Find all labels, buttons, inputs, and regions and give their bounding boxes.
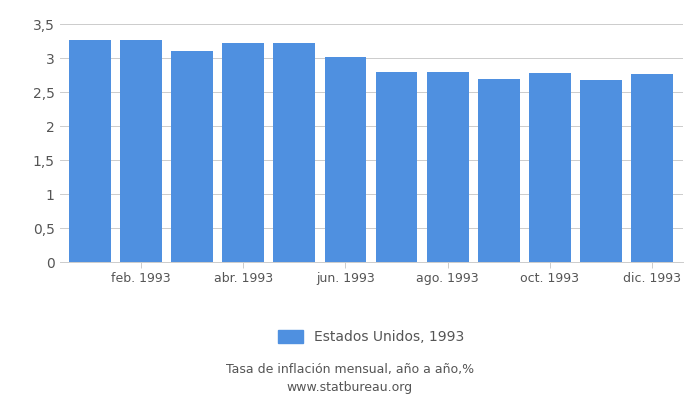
Bar [120,40,162,262]
Bar [274,42,315,262]
Text: www.statbureau.org: www.statbureau.org [287,382,413,394]
Legend: Estados Unidos, 1993: Estados Unidos, 1993 [278,330,464,344]
Bar [477,78,519,262]
Bar [376,72,417,262]
Bar [223,42,265,262]
Bar [631,74,673,262]
Bar [69,40,111,262]
Bar [427,72,468,262]
Bar [172,51,214,262]
Bar [325,58,366,262]
Bar [528,73,570,262]
Text: Tasa de inflación mensual, año a año,%: Tasa de inflación mensual, año a año,% [226,364,474,376]
Bar [580,80,622,262]
